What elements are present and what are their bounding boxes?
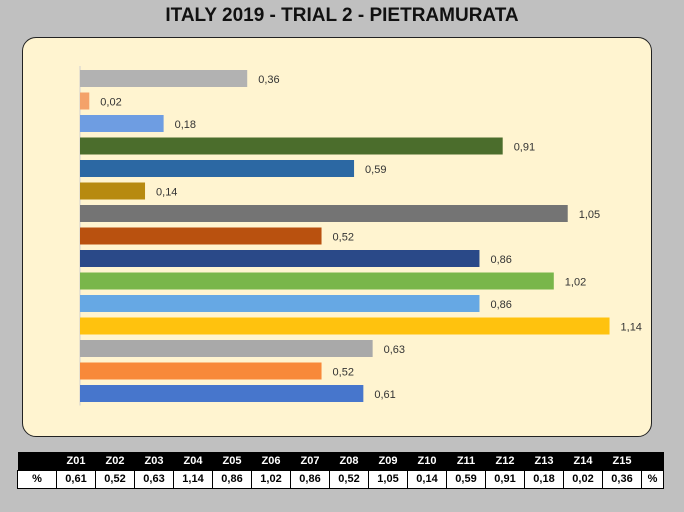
bar-value-label: 1,14 [621,322,642,334]
table-row-label: % [17,469,57,489]
bar-z10 [80,182,146,200]
bar-value-label: 0,52 [333,232,354,244]
chart-panel: 0,36 0,02 0,18 0,91 0,59 0,14 1,05 0,52 0,86 1,02… [22,37,652,437]
bar-z08 [80,227,322,245]
bar-z04 [80,317,610,335]
table-value-cell: 0,86 [290,469,330,489]
table-header-cell: Z09 [368,452,408,470]
bar-z02 [80,362,322,380]
table-header-blank [17,452,57,470]
bar-value-label: 0,52 [333,367,354,379]
table-header-cell: Z05 [212,452,252,470]
table-value-cell: 0,36 [602,469,642,489]
table-value-cell: 0,52 [95,469,135,489]
bar-value-label: 0,02 [100,97,121,109]
table-value-cell: 0,63 [134,469,174,489]
table-value-cell: 1,02 [251,469,291,489]
data-table: Z01 Z02 Z03 Z04 Z05 Z06 Z07 Z08 Z09 Z10 Z11 Z12 Z13 Z… [17,452,664,489]
bar-value-label: 0,63 [384,344,405,356]
table-header-cell: Z14 [563,452,603,470]
table-header-cell: Z06 [251,452,291,470]
bar-z01 [80,385,364,402]
table-unit-cell: % [641,469,664,489]
bar-z06 [80,272,554,290]
table-header-cell: Z02 [95,452,135,470]
table-header-cell: Z15 [602,452,642,470]
bar-chart: 0,36 0,02 0,18 0,91 0,59 0,14 1,05 0,52 0,86 1,02… [79,66,642,406]
table-value-cell: 0,61 [56,469,96,489]
bar-z09 [80,205,568,222]
bar-z07 [80,250,480,267]
bar-value-label: 1,02 [565,277,586,289]
bar-z03 [80,340,373,357]
table-header-row: Z01 Z02 Z03 Z04 Z05 Z06 Z07 Z08 Z09 Z10 Z11 Z12 Z13 Z… [17,452,664,470]
table-value-cell: 0,02 [563,469,603,489]
chart-title: ITALY 2019 - TRIAL 2 - PIETRAMURATA [165,5,519,26]
table-header-cell: Z07 [290,452,330,470]
bar-z05 [80,295,480,312]
table-value-cell: 1,14 [173,469,213,489]
table-value-cell: 0,14 [407,469,447,489]
bar-z15 [80,70,248,87]
table-value-cell: 0,59 [446,469,486,489]
bar-z13 [80,115,164,132]
table-header-cell: Z10 [407,452,447,470]
bar-z12 [80,137,503,155]
table-header-cell: Z04 [173,452,213,470]
table-value-cell: 0,52 [329,469,369,489]
table-header-cell: Z01 [56,452,96,470]
table-header-cell: Z03 [134,452,174,470]
table-value-cell: 0,18 [524,469,564,489]
bar-value-label: 0,61 [374,389,395,401]
table-header-cell: Z11 [446,452,486,470]
bar-value-label: 1,05 [579,209,600,221]
bar-value-label: 0,59 [365,164,386,176]
bar-z11 [80,160,355,177]
bar-value-label: 0,86 [490,254,511,266]
bar-value-label: 0,86 [490,299,511,311]
bar-value-label: 0,91 [514,142,535,154]
table-header-cell: Z08 [329,452,369,470]
table-header-blank [641,452,664,470]
table-value-cell: 1,05 [368,469,408,489]
bar-z14 [80,92,90,110]
table-header-cell: Z13 [524,452,564,470]
bar-value-label: 0,36 [258,74,279,86]
table-value-cell: 0,86 [212,469,252,489]
table-header-cell: Z12 [485,452,525,470]
bar-value-label: 0,14 [156,187,177,199]
table-value-cell: 0,91 [485,469,525,489]
bar-value-label: 0,18 [175,119,196,131]
table-values-row: % 0,61 0,52 0,63 1,14 0,86 1,02 0,86 0,52 1,05 0,1… [17,469,664,489]
